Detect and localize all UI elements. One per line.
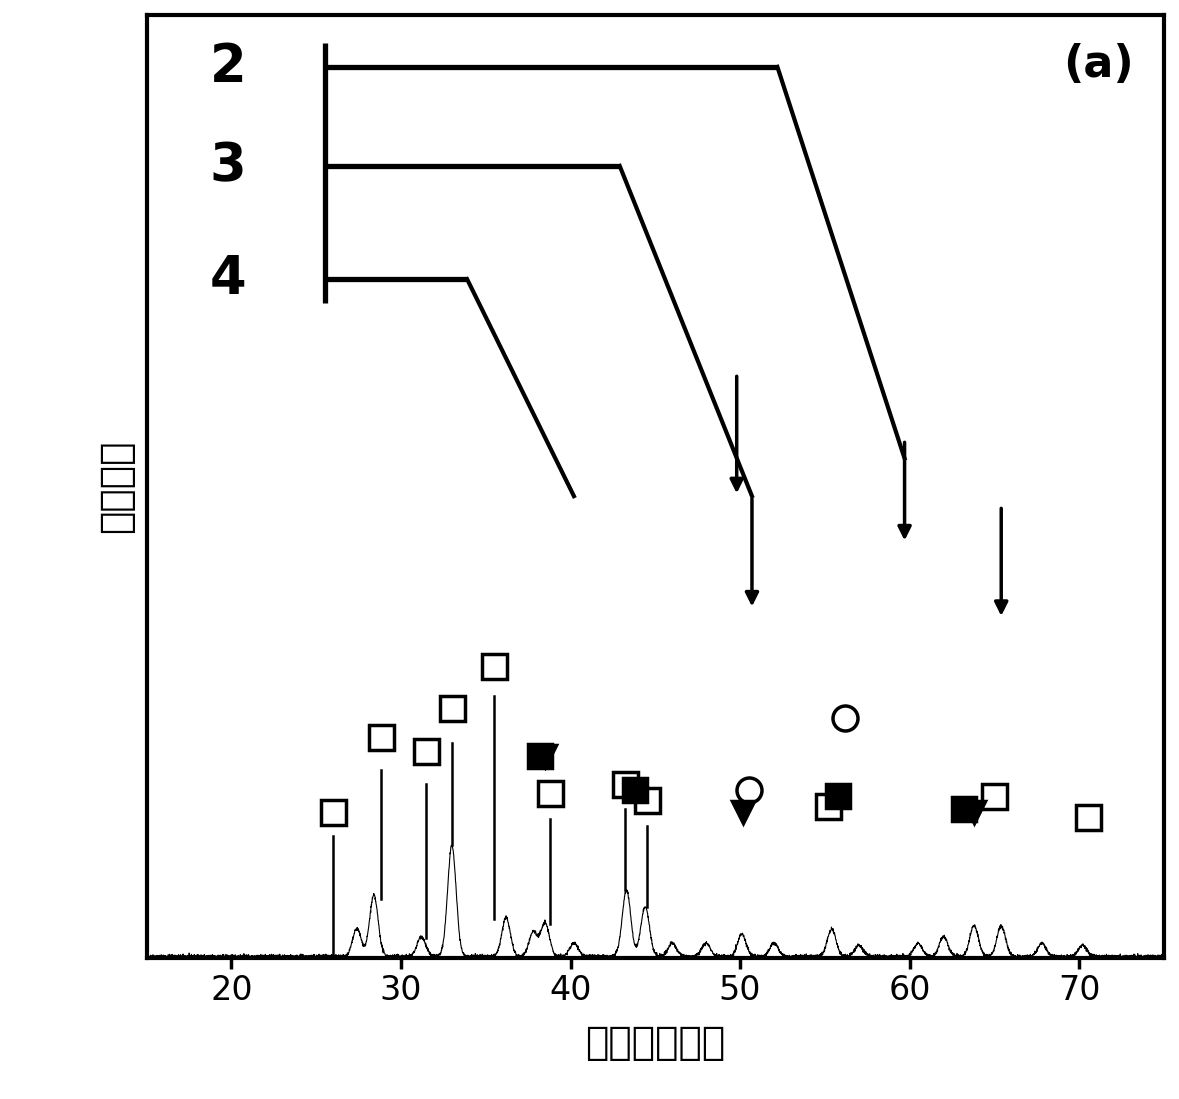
Text: 4: 4 <box>210 253 246 306</box>
X-axis label: 衍射角（度）: 衍射角（度） <box>585 1024 725 1062</box>
Text: 3: 3 <box>210 140 246 192</box>
Text: 2: 2 <box>210 41 246 93</box>
Text: (a): (a) <box>1062 43 1133 87</box>
Y-axis label: 衍射强度: 衍射强度 <box>98 440 136 533</box>
